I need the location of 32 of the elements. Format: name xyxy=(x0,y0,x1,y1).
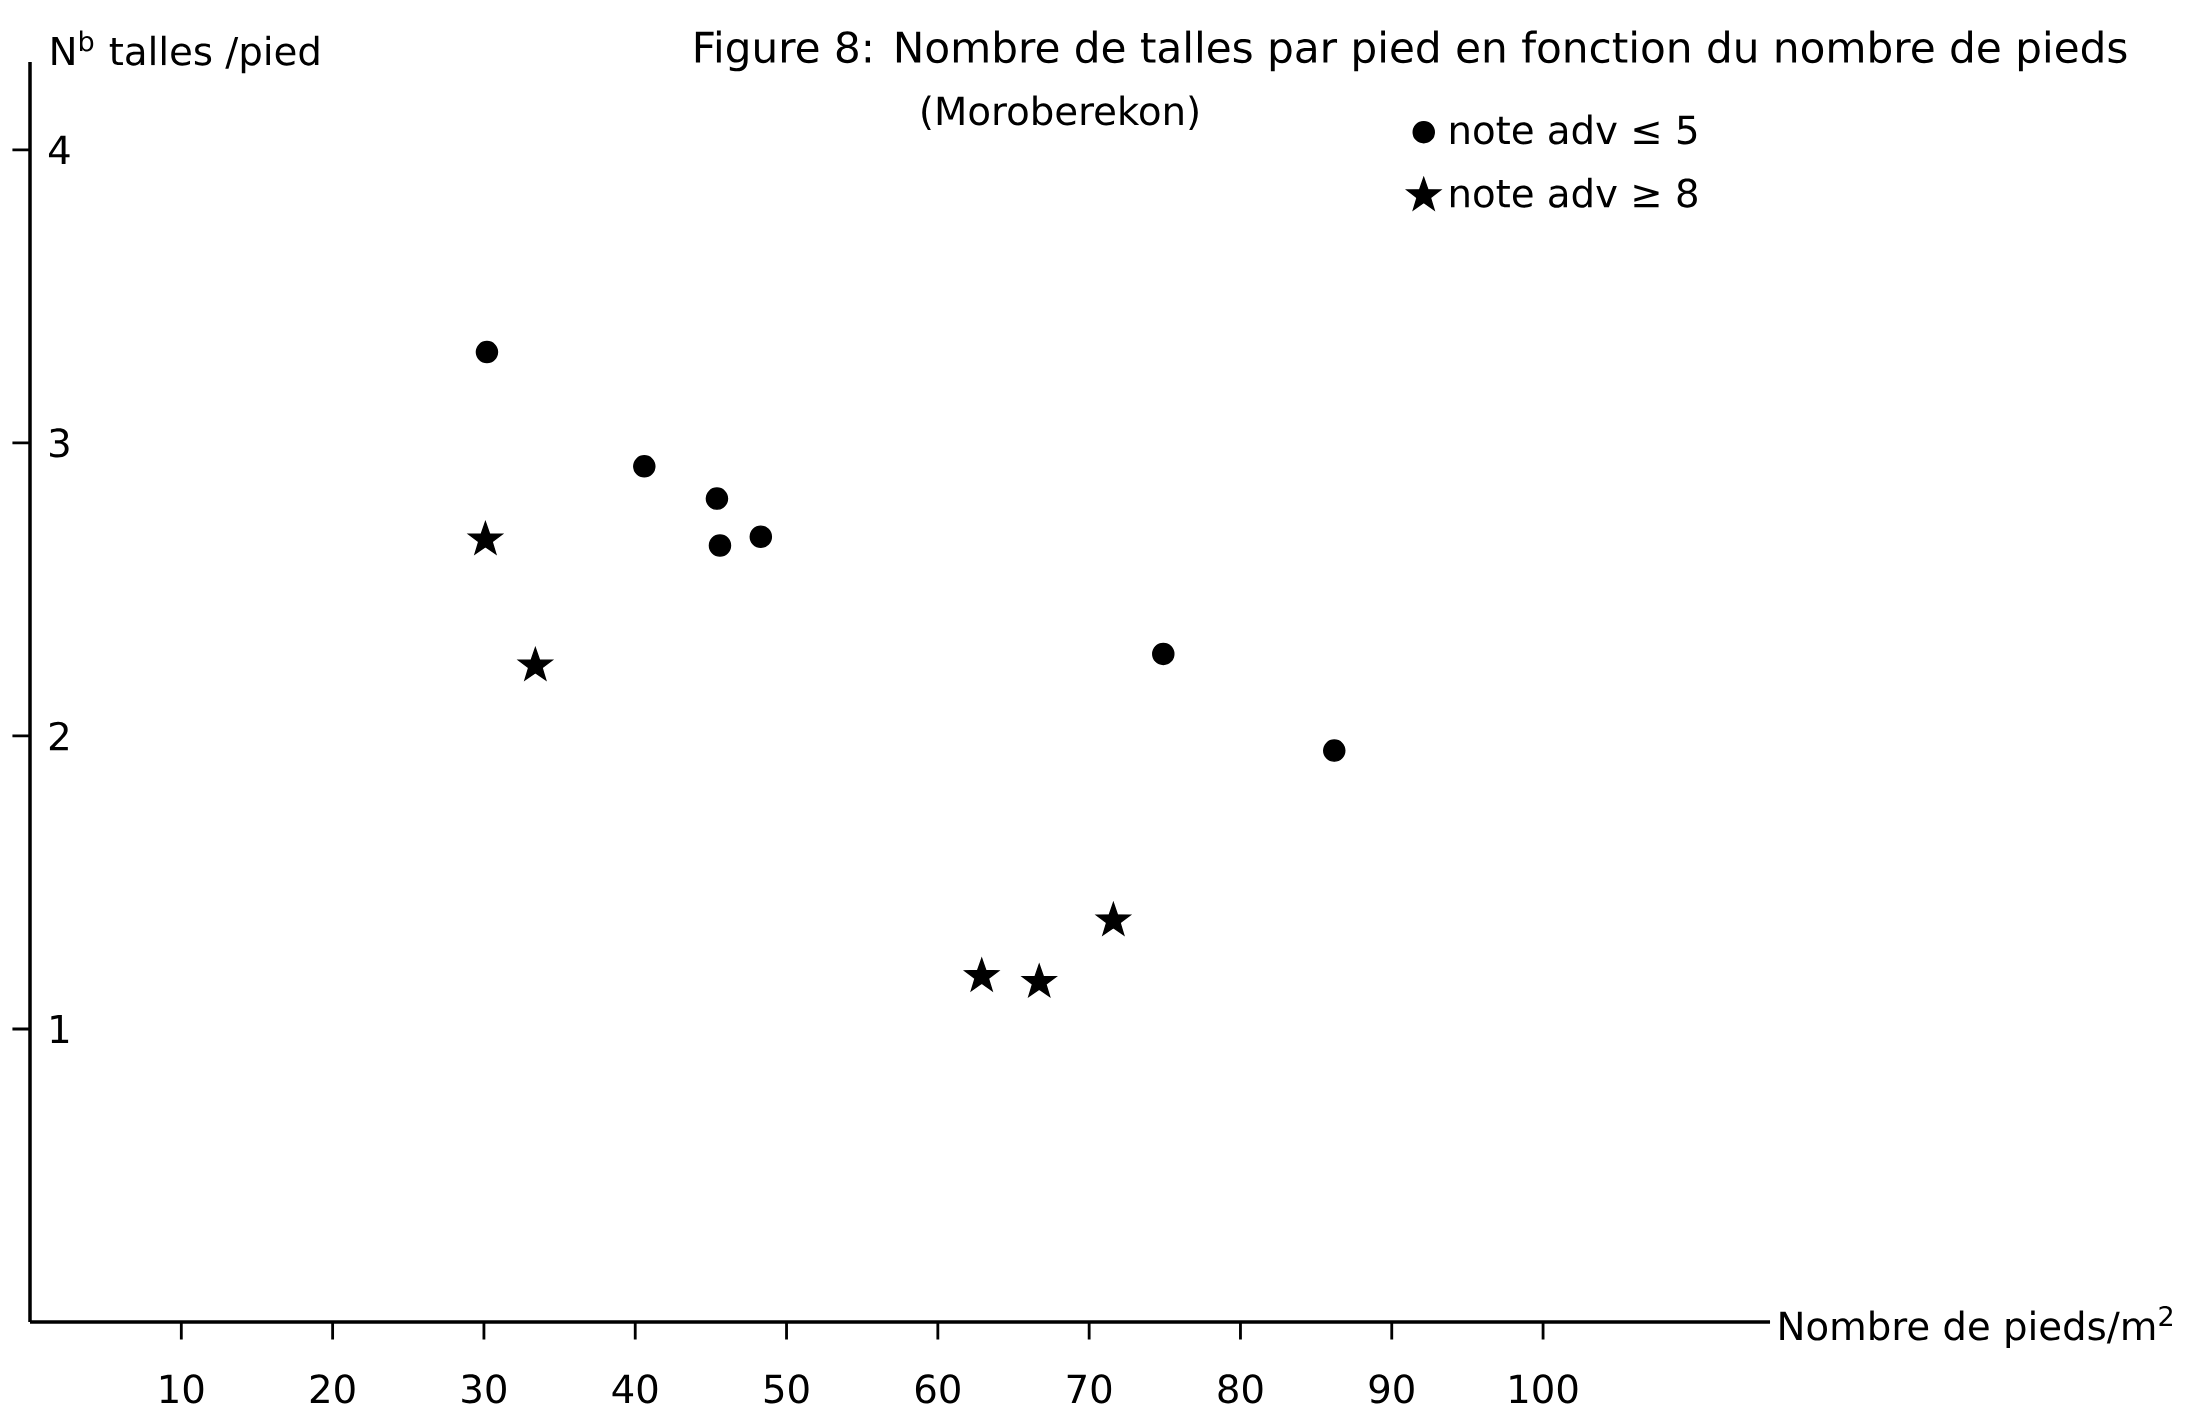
y-axis-title: N$^{b}$ talles /pied xyxy=(52,30,319,74)
y-tick-label: 1 xyxy=(51,1014,69,1044)
point xyxy=(708,534,732,557)
x-tick-label: 10 xyxy=(160,1374,204,1404)
x-tick-label: 80 xyxy=(1218,1374,1263,1404)
point xyxy=(1095,902,1131,936)
point xyxy=(964,957,1000,992)
point xyxy=(1323,739,1346,762)
x-tick-label: 50 xyxy=(764,1374,809,1404)
x-tick-label: 70 xyxy=(1067,1374,1112,1404)
x-tick-label: 90 xyxy=(1369,1374,1414,1404)
point xyxy=(1152,642,1175,666)
point xyxy=(633,455,656,478)
point xyxy=(749,525,773,548)
y-tick-label: 2 xyxy=(49,721,68,751)
point xyxy=(517,647,553,681)
point xyxy=(1021,963,1057,998)
x-axis-title: Nombre de pieds/m$^{2}$ xyxy=(1780,1305,2172,1349)
point xyxy=(475,340,499,364)
chart-title: Figure 8: Nombre de talles par pied en fonction du nombre de pieds xyxy=(695,30,2127,72)
x-tick-label: 40 xyxy=(612,1374,658,1404)
x-tick-label: 20 xyxy=(310,1374,355,1404)
x-tick-label: 100 xyxy=(1510,1374,1578,1404)
point xyxy=(468,521,503,555)
text: (Moroberekon) xyxy=(922,95,1198,131)
legend-label: note adv ≥ 8 xyxy=(1451,177,1697,208)
y-tick-label: 3 xyxy=(50,428,69,458)
y-tick-label: 4 xyxy=(48,135,70,164)
point xyxy=(705,487,729,510)
legend-label: note adv ≤ 5 xyxy=(1451,114,1697,145)
x-tick-label: 60 xyxy=(915,1374,960,1404)
x-tick-label: 30 xyxy=(462,1374,506,1404)
